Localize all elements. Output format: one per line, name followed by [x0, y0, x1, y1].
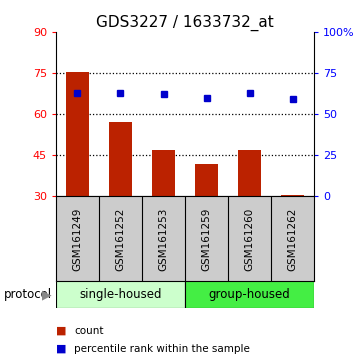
Text: GSM161262: GSM161262	[288, 207, 297, 271]
Text: count: count	[74, 326, 104, 336]
Text: GSM161259: GSM161259	[201, 207, 212, 271]
Bar	[238, 150, 261, 196]
Text: GSM161253: GSM161253	[158, 207, 169, 271]
Bar	[281, 195, 304, 196]
Text: ■: ■	[56, 326, 66, 336]
Text: ▶: ▶	[42, 288, 52, 301]
Text: protocol: protocol	[4, 288, 52, 301]
Text: GSM161260: GSM161260	[244, 207, 255, 270]
Text: single-housed: single-housed	[79, 288, 162, 301]
Title: GDS3227 / 1633732_at: GDS3227 / 1633732_at	[96, 14, 274, 30]
Text: ■: ■	[56, 344, 66, 354]
Bar	[185, 281, 314, 308]
Bar	[56, 281, 185, 308]
Bar	[152, 150, 175, 196]
Text: GSM161249: GSM161249	[73, 207, 82, 271]
Bar	[195, 164, 218, 196]
Bar	[109, 122, 132, 196]
Text: group-housed: group-housed	[209, 288, 290, 301]
Text: GSM161252: GSM161252	[116, 207, 126, 271]
Text: percentile rank within the sample: percentile rank within the sample	[74, 344, 250, 354]
Bar	[66, 72, 89, 196]
